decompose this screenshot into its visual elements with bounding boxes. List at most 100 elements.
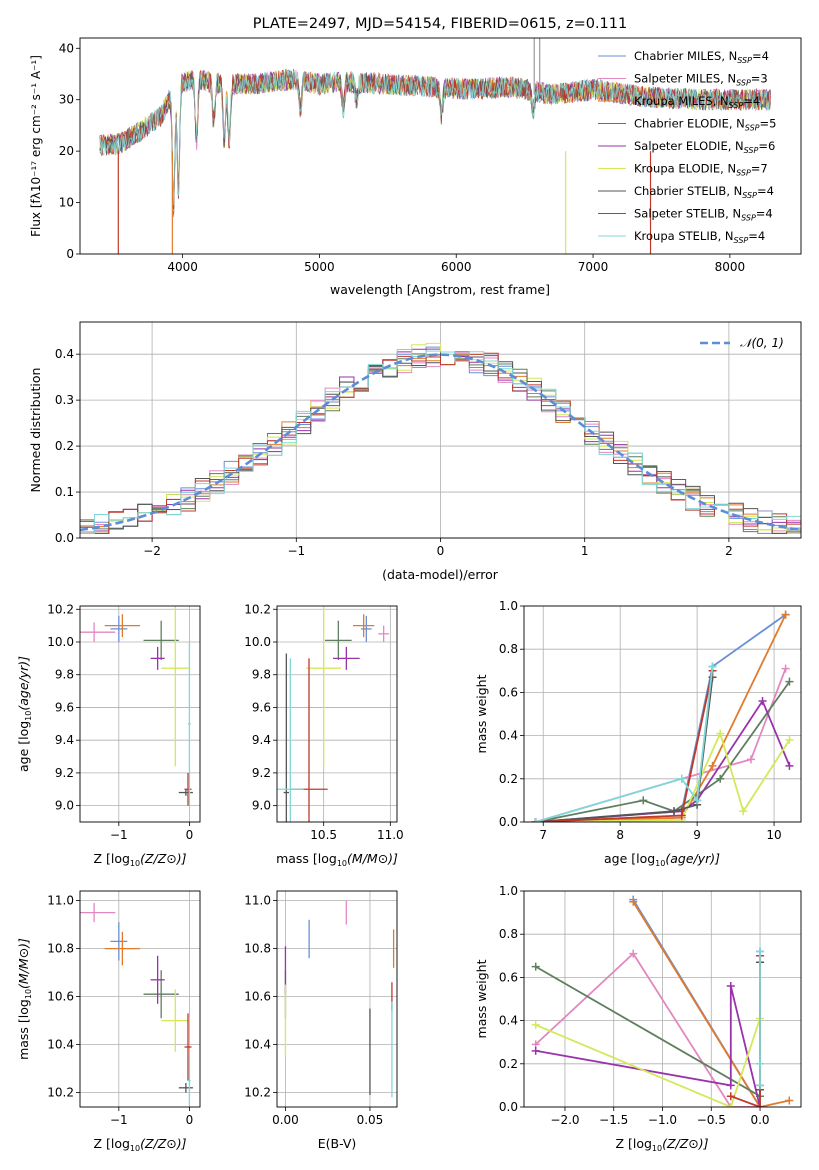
y-tick-label: 0.2	[499, 772, 518, 786]
error-bar-point	[283, 653, 289, 822]
y-tick-label: 20	[59, 144, 74, 158]
x-tick-label: 6000	[441, 260, 472, 274]
y-tick-label: 0.0	[499, 1100, 518, 1114]
y-tick-label: 10.8	[244, 942, 271, 956]
weight-marker	[781, 610, 790, 619]
weight-marker	[785, 1096, 794, 1105]
x-tick-label: 7000	[578, 260, 609, 274]
x-tick-label: 9	[693, 828, 701, 842]
axes-weight_vs_age: 7 8 9 10 0.0 0.2 0.4 0.6 0.8 1.0	[499, 599, 802, 842]
y-tick-label: 9.6	[55, 700, 74, 714]
weight-marker	[758, 697, 767, 706]
weight-line	[535, 614, 787, 822]
weight-line	[535, 730, 791, 822]
residuals-xlabel: (data-model)/error	[382, 567, 499, 582]
age-mass-xlabel: mass [log10(M/M⊙)]	[276, 851, 398, 868]
gaussian-curve	[80, 353, 799, 532]
spectrum-xlabel: wavelength [Angstrom, rest frame]	[330, 282, 550, 297]
weight-marker	[746, 755, 755, 764]
y-tick-label: 0.3	[55, 393, 74, 407]
y-tick-label: 9.2	[55, 766, 74, 780]
histograms	[80, 342, 801, 534]
weight-line	[535, 677, 714, 822]
weight-marker	[726, 1103, 735, 1107]
y-tick-label: 0.2	[499, 1057, 518, 1071]
x-tick-label: −1	[287, 544, 305, 558]
weight-line	[535, 965, 761, 1098]
axes-weight_vs_Z: −2.0 −1.5 −1.0 −0.5 0.0 0.0 0.2 0.4 0.6 0.8 1.0	[499, 884, 802, 1127]
x-tick-label: 5000	[304, 260, 335, 274]
axes-residuals: −2 −1 0 1 2 0.0 0.1 0.2 0.3 0.4 𝒩(0, 1)	[55, 321, 802, 558]
error-bar-point	[143, 620, 179, 660]
weight-marker	[670, 807, 679, 816]
y-tick-label: 10.6	[47, 990, 74, 1004]
error-bar-point	[104, 614, 140, 638]
axes-age_vs_Z: −1 0 9.0 9.2 9.4 9.6 9.8 10.0 10.2	[47, 602, 201, 842]
weight-age-xlabel: age [log10(age/yr)]	[604, 851, 720, 868]
residuals-ylabel: Normed distribution	[28, 368, 43, 493]
y-tick-label: 9.6	[252, 700, 271, 714]
y-tick-label: 10.2	[244, 602, 271, 616]
lines-weight_vs_Z	[531, 895, 794, 1107]
y-tick-label: 0.1	[55, 485, 74, 499]
spectrum-ylabel: Flux [fλ10⁻¹⁷ erg cm⁻² s⁻¹ A⁻¹]	[29, 55, 43, 237]
mass-z-xlabel: Z [log10(Z/Z⊙)]	[93, 1136, 186, 1153]
y-tick-label: 1.0	[499, 599, 518, 613]
weight-marker	[726, 982, 735, 991]
weight-marker	[756, 1081, 765, 1090]
error-bar-point	[188, 642, 191, 806]
weight-marker	[726, 1092, 735, 1101]
y-tick-label: 10.2	[47, 602, 74, 616]
weight-marker	[756, 947, 765, 956]
x-tick-label: −1	[110, 1113, 128, 1127]
weight-marker	[756, 1059, 765, 1068]
axes-frame	[79, 321, 802, 539]
error-bar-point	[150, 646, 165, 670]
legend-entry: Kroupa MILES, NSSP=4	[634, 94, 760, 110]
weight-marker	[531, 818, 540, 822]
weight-marker	[531, 962, 540, 971]
legend-entry: Chabrier STELIB, NSSP=4	[634, 184, 774, 200]
axes-frame	[79, 605, 201, 823]
x-tick-label: 8000	[715, 260, 746, 274]
weight-line	[535, 613, 787, 822]
weight-marker	[629, 897, 638, 906]
y-tick-label: 9.4	[55, 733, 74, 747]
y-tick-label: 0.4	[55, 347, 74, 361]
weight-z-xlabel: Z [log10(Z/Z⊙)]	[615, 1136, 708, 1153]
legend-entry: Chabrier ELODIE, NSSP=5	[634, 117, 776, 133]
legend-entry: Salpeter ELODIE, NSSP=6	[634, 139, 775, 155]
y-tick-label: 0.8	[499, 642, 518, 656]
error-bar-point	[184, 772, 192, 806]
age-z-ylabel: age [log10(age/yr)]	[16, 656, 33, 772]
x-tick-label: 10.5	[310, 828, 337, 842]
axes-frame	[79, 37, 802, 255]
weight-marker	[531, 1020, 540, 1029]
y-tick-label: 9.8	[55, 668, 74, 682]
weight-marker	[716, 774, 725, 783]
weight-line	[535, 1018, 761, 1107]
spectrum-lines	[99, 38, 771, 254]
x-tick-label: 0	[186, 828, 194, 842]
age-z-xlabel: Z [log10(Z/Z⊙)]	[93, 851, 186, 868]
error-bar-point	[161, 606, 190, 767]
axes-frame	[523, 605, 802, 823]
y-tick-label: 1.0	[499, 884, 518, 898]
weight-marker	[781, 664, 790, 673]
axes-frame	[276, 890, 398, 1108]
lines-weight_vs_age	[531, 610, 794, 822]
y-tick-label: 10.6	[244, 990, 271, 1004]
weight-line	[535, 670, 714, 822]
y-tick-label: 10.8	[47, 942, 74, 956]
error-bar-point	[110, 615, 128, 642]
y-tick-label: 0	[66, 247, 74, 261]
y-tick-label: 10.0	[244, 635, 271, 649]
points-age_vs_mass	[277, 606, 389, 822]
y-tick-label: 0.0	[55, 531, 74, 545]
y-tick-label: 11.0	[244, 894, 271, 908]
y-tick-label: 10.2	[47, 1086, 74, 1100]
axes-age_vs_mass: 10.5 11.0 9.0 9.2 9.4 9.6 9.8 10.0 10.2	[244, 602, 403, 842]
axes-mass_vs_EBV: 0.00 0.05 10.2 10.4 10.6 10.8 11.0	[244, 890, 398, 1127]
y-tick-label: 10.2	[244, 1086, 271, 1100]
weight-marker	[629, 949, 638, 958]
